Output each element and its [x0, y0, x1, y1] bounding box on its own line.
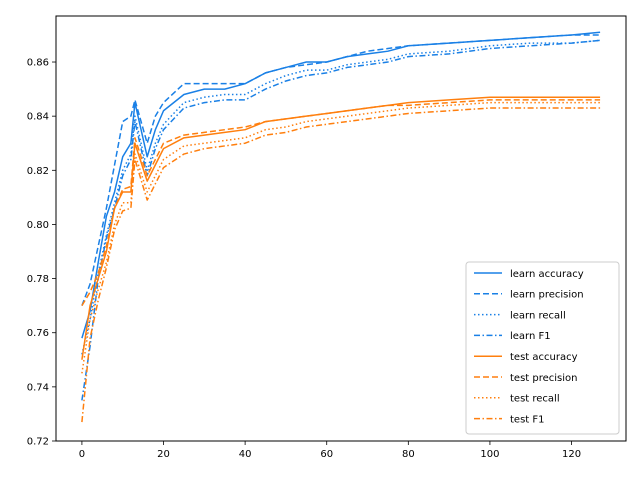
x-tick-label: 20 — [157, 449, 170, 460]
x-tick-label: 100 — [480, 449, 499, 460]
y-tick-label: 0.82 — [27, 166, 49, 177]
y-tick-label: 0.72 — [27, 437, 49, 448]
legend-label: learn precision — [510, 290, 584, 301]
y-tick-label: 0.86 — [27, 58, 49, 69]
series-line-test-recall — [81, 101, 601, 374]
legend-label: test recall — [510, 394, 560, 405]
series-line-learn-precision — [81, 34, 601, 306]
axis-ticks: 0 20 40 60 80 100 120 0.72 0.74 0.76 0.78 0.80 0.82 0… — [27, 58, 581, 460]
legend-label: learn accuracy — [510, 269, 584, 280]
series-line-learn-accuracy — [81, 31, 601, 339]
x-tick-label: 120 — [562, 449, 581, 460]
plot-frame — [55, 15, 627, 442]
y-tick-label: 0.74 — [27, 382, 49, 393]
y-tick-label: 0.78 — [27, 274, 49, 285]
legend-label: test F1 — [510, 414, 545, 425]
y-tick-label: 0.84 — [27, 112, 49, 123]
x-tick-label: 40 — [239, 449, 252, 460]
y-tick-label: 0.80 — [27, 220, 49, 231]
series-line-test-F1 — [81, 107, 601, 423]
legend-label: test precision — [510, 373, 578, 384]
x-tick-label: 80 — [402, 449, 415, 460]
legend-label: test accuracy — [510, 352, 578, 363]
x-tick-label: 60 — [320, 449, 333, 460]
y-tick-label: 0.76 — [27, 328, 49, 339]
series-line-test-precision — [81, 99, 601, 307]
legend-label: learn recall — [510, 310, 566, 321]
series-line-learn-F1 — [81, 39, 601, 401]
legend: learn accuracy learn precision learn recal… — [465, 261, 620, 435]
series-layer — [81, 31, 601, 423]
legend-label: learn F1 — [510, 331, 551, 342]
legend-box — [465, 261, 620, 435]
x-tick-label: 0 — [79, 449, 85, 460]
